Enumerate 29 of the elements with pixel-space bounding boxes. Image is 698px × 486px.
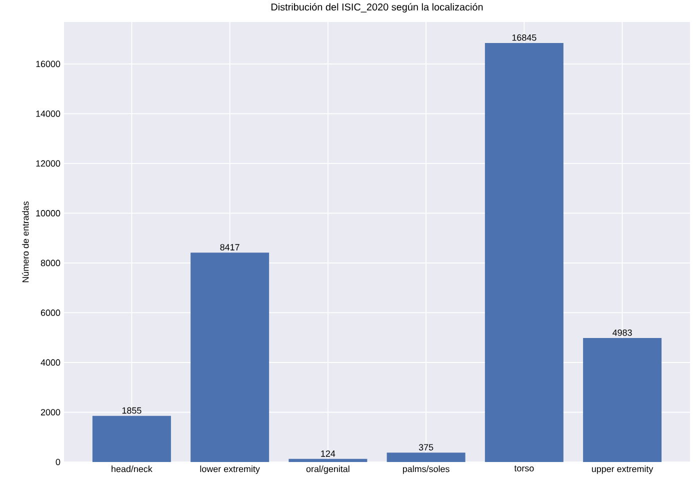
- chart-title: Distribución del ISIC_2020 según la localización: [271, 3, 483, 12]
- data-label: 1855: [122, 407, 142, 414]
- y-tick-label: 0: [56, 458, 60, 466]
- y-axis-title: Número de entradas: [22, 201, 29, 282]
- y-tick-label: 2000: [40, 409, 60, 416]
- y-tick-label: 12000: [36, 160, 60, 167]
- y-tick-label: 10000: [36, 210, 60, 216]
- y-tick-label: 14000: [36, 110, 60, 117]
- bar: [484, 42, 564, 462]
- data-label: 375: [418, 444, 434, 450]
- x-tick-label: upper extremity: [592, 466, 654, 474]
- x-tick-label: oral/genital: [306, 466, 350, 474]
- bar: [288, 458, 368, 462]
- data-label: 8417: [220, 244, 240, 250]
- x-tick-label: torso: [514, 466, 534, 472]
- data-label: 124: [321, 450, 336, 457]
- y-tick-label: 4000: [40, 359, 60, 366]
- y-tick-label: 6000: [40, 310, 60, 316]
- bar: [583, 338, 662, 462]
- bar: [92, 416, 171, 462]
- bar: [190, 252, 270, 462]
- y-tick-label: 8000: [40, 260, 60, 266]
- bar: [386, 452, 466, 462]
- y-tick-label: 16000: [36, 60, 60, 68]
- x-tick-label: head/neck: [112, 466, 152, 472]
- x-tick-label: lower extremity: [200, 466, 260, 474]
- x-tick-label: palms/soles: [402, 466, 450, 474]
- data-label: 16845: [512, 34, 536, 41]
- data-label: 4983: [612, 329, 632, 336]
